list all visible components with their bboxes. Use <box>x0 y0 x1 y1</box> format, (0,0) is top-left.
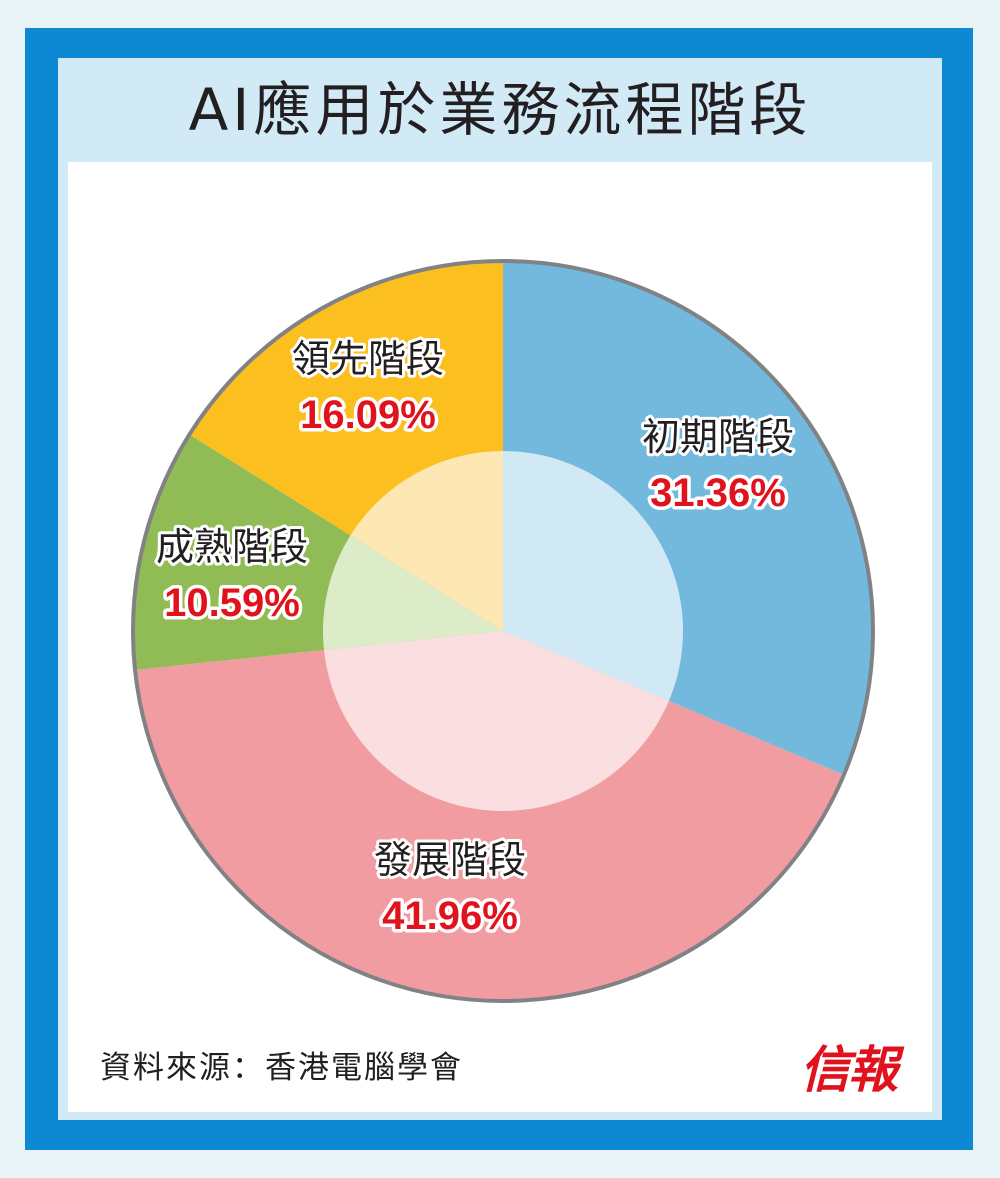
pie-inner-slice-2 <box>323 535 503 650</box>
publisher-logo: 信報 <box>800 1040 898 1099</box>
slice-value-label-2: 10.59% <box>164 581 300 625</box>
slice-value-label-1: 41.96% <box>382 894 518 938</box>
slice-label-3: 領先階段 <box>292 337 444 381</box>
slice-label-2: 成熟階段 <box>156 525 308 569</box>
pie-inner-slice-3 <box>350 451 503 631</box>
title-bar: AI應用於業務流程階段 <box>58 58 942 162</box>
source-note: 資料來源：香港電腦學會 <box>100 1050 463 1086</box>
chart-title: AI應用於業務流程階段 <box>188 76 812 144</box>
slice-value-label-0: 31.36% <box>650 471 786 515</box>
pie-slice-1 <box>135 631 844 1001</box>
pie-outline <box>131 259 875 1003</box>
pie-inner-slice-0 <box>503 451 683 702</box>
slice-value-label-3: 16.09% <box>300 393 436 437</box>
slice-label-0: 初期階段 <box>642 415 794 459</box>
pie-inner-slice-1 <box>324 631 669 811</box>
slice-label-1: 發展階段 <box>374 838 526 882</box>
